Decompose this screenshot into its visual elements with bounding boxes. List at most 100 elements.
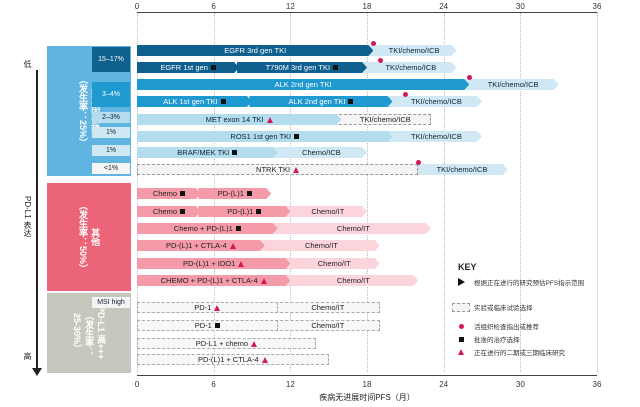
bar-label: TKI/chemo/ICB (411, 97, 462, 106)
bar-label: NTRK TKI (256, 165, 291, 174)
approved-marker-icon (348, 99, 353, 104)
percent-label: 2–3% (92, 112, 130, 123)
approved-marker-icon (333, 65, 338, 70)
axis-line-bottom (137, 375, 597, 376)
dashbar-icon (452, 302, 470, 312)
axis-tick-bottom: 24 (439, 380, 449, 389)
pdl1-arrow-line (36, 70, 38, 370)
dot-icon (452, 323, 470, 329)
key-symbol (458, 323, 464, 329)
axis-tick-bottom: 0 (134, 380, 140, 389)
axis-tick-bottom: 30 (515, 380, 525, 389)
axis-tick-top: 18 (362, 2, 372, 11)
bar-segment: TKI/chemo/ICB (385, 96, 482, 107)
biopsy-dot (377, 58, 383, 63)
bar-segment: T790M 3rd gen TKI (237, 62, 367, 73)
axis-tick-top: 12 (285, 2, 295, 11)
axis-tick-top: 30 (515, 2, 525, 11)
pdl1-axis-title: PD-L1 表达 (23, 196, 32, 237)
bar-label: MET exon 14 TKI (205, 115, 264, 124)
chevron-icon (452, 278, 470, 286)
axis-tick-top: 36 (592, 2, 602, 11)
bar-segment: EGFR 3rd gen TKI (137, 45, 373, 56)
bar-label: Chemo/IT (317, 259, 351, 268)
bar-label: PD-(L)1 + IDO1 (183, 259, 236, 268)
bar-segment: BRAF/MEK TKI (137, 147, 278, 158)
approved-marker-icon (180, 209, 185, 214)
axis-tick-bottom: 6 (211, 380, 216, 389)
bar-label: Chemo/IT (304, 241, 338, 250)
bar-label: PD-(L)1 + CTLA-4 (198, 355, 259, 364)
axis-tick-bottom: 18 (362, 380, 372, 389)
approved-marker-icon (247, 191, 252, 196)
bar-label: PD-(L)1 + CTLA-4 (166, 241, 227, 250)
bar-label: TKI/chemo/ICB (359, 115, 411, 124)
key-item: 批准的治疗选择 (452, 334, 520, 344)
approved-marker-icon (180, 191, 185, 196)
biopsy-dot (467, 75, 473, 80)
bar-label: Chemo + PD-(L)1 (173, 224, 233, 233)
bar-segment: TKI/chemo/ICB (366, 45, 457, 56)
key-text: 根据正在进行的研究预估PFS指示范围 (474, 280, 585, 287)
axis-tick-bottom: 36 (592, 380, 602, 389)
bar-segment: PD-(L)1 + CTLA-4 (137, 354, 329, 365)
bar-segment: ALK 2nd gen TKI (137, 79, 469, 90)
bar-segment: Chemo/IT (283, 275, 418, 286)
key-text: 活组织检查指出或推荐 (474, 324, 539, 331)
approved-marker-icon (256, 209, 261, 214)
key-text: 正在进行的二期或三期临床研究 (474, 350, 565, 357)
biopsy-dot (416, 160, 422, 165)
gridline (520, 12, 522, 372)
bar-segment: PD-(L)1 + IDO1 (137, 258, 290, 269)
bar-segment: ROS1 1st gen TKI (137, 131, 393, 142)
bar-label: CHEMO + PD-(L)1 + CTLA-4 (160, 276, 258, 285)
bar-segment: Chemo/IT (270, 223, 431, 234)
bar-segment: PD-1 (137, 302, 278, 313)
key-item: 根据正在进行的研究预估PFS指示范围 (452, 277, 584, 287)
bar-segment: TKI/chemo/ICB (333, 114, 431, 125)
trial-marker-icon (238, 261, 244, 267)
bar-label: PD-(L)1 (227, 207, 254, 216)
approved-marker-icon (236, 226, 241, 231)
x-axis-title: 疾病无进展时间PFS（月） (319, 393, 415, 402)
bar-label: PD-L1 + chemo (195, 339, 249, 348)
bar-segment: ALK 1st gen TKI (137, 96, 252, 107)
pdl1-arrow-head (32, 368, 42, 376)
axis-tick-top: 24 (439, 2, 449, 11)
bar-segment: TKI/chemo/ICB (410, 164, 507, 175)
bar-label: PD-1 (194, 321, 212, 330)
trial-marker-icon (267, 117, 273, 123)
bar-segment: TKI/chemo/ICB (359, 62, 456, 73)
sq-icon (452, 336, 470, 342)
group-box: 其他 （发生率：50%） (47, 183, 131, 291)
approved-marker-icon (214, 323, 220, 328)
bar-label: ALK 2nd gen TKI (274, 80, 332, 89)
key-text: 实验或临床试验选择 (474, 305, 533, 312)
bar-label: TKI/chemo/ICB (385, 63, 437, 72)
trial-marker-icon (293, 166, 300, 173)
axis-tick-top: 6 (211, 2, 216, 11)
key-symbol (452, 302, 470, 312)
approved-marker-icon (294, 134, 299, 139)
bar-label: TKI/chemo/ICB (436, 165, 488, 174)
trial-marker-icon (251, 340, 258, 347)
pdl1-low-label: 低 (23, 60, 32, 68)
bar-label: Chemo (152, 207, 178, 216)
key-symbol (458, 349, 464, 355)
approved-marker-icon (211, 65, 216, 70)
key-title: KEY (458, 262, 477, 272)
axis-tick-top: 0 (134, 2, 140, 11)
bar-segment: Chemo/IT (269, 320, 380, 331)
bar-label: PD-1 (194, 303, 212, 312)
bar-segment: TKI/chemo/ICB (385, 131, 482, 142)
bar-segment: MET exon 14 TKI (137, 114, 341, 125)
bar-segment: PD-1 (137, 320, 278, 331)
key-item: 正在进行的二期或三期临床研究 (452, 347, 565, 357)
bar-segment: Chemo (137, 188, 201, 199)
key-item: 实验或临床试验选择 (452, 302, 533, 312)
bar-segment: PD-(L)1 (198, 206, 290, 217)
axis-line-top (137, 12, 597, 13)
key-symbol (458, 336, 464, 342)
biopsy-dot (371, 41, 377, 46)
bar-label: Chemo/ICB (302, 148, 341, 157)
